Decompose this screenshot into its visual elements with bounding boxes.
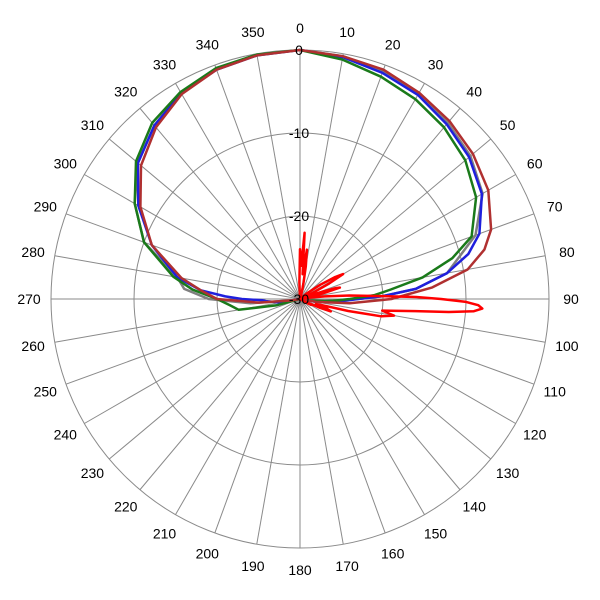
angle-label-270: 270 [17, 291, 41, 307]
angle-label-0: 0 [296, 20, 304, 36]
spoke-120 [299, 298, 516, 424]
radial-label-0: 0 [295, 42, 303, 58]
series-line-5 [298, 231, 484, 318]
angle-label-220: 220 [114, 499, 138, 515]
angle-label-350: 350 [241, 24, 265, 40]
spoke-40 [299, 107, 461, 300]
spoke-210 [175, 298, 301, 515]
spoke-320 [139, 107, 301, 300]
angle-label-110: 110 [544, 384, 567, 400]
angle-label-320: 320 [114, 83, 138, 99]
angle-label-190: 190 [241, 558, 265, 574]
spoke-240 [84, 298, 301, 424]
spoke-170 [299, 298, 344, 545]
angle-label-200: 200 [196, 546, 220, 562]
angle-label-180: 180 [288, 562, 312, 578]
spoke-300 [84, 174, 301, 300]
angle-label-90: 90 [563, 291, 579, 307]
angle-label-120: 120 [523, 427, 547, 443]
angle-label-20: 20 [385, 36, 401, 52]
angle-label-260: 260 [21, 338, 45, 354]
angle-label-210: 210 [153, 526, 177, 542]
angle-label-240: 240 [54, 427, 78, 443]
spoke-230 [108, 298, 301, 460]
spoke-340 [214, 64, 301, 300]
angle-label-50: 50 [500, 117, 516, 133]
angle-label-280: 280 [21, 244, 45, 260]
spoke-30 [299, 83, 425, 300]
angle-label-40: 40 [466, 83, 482, 99]
angle-label-290: 290 [34, 198, 58, 214]
spoke-200 [214, 298, 301, 534]
spoke-160 [299, 298, 386, 534]
spoke-110 [299, 298, 535, 385]
spoke-140 [299, 298, 461, 491]
spoke-70 [299, 213, 535, 300]
spoke-100 [299, 298, 546, 343]
angle-label-310: 310 [81, 117, 105, 133]
angle-label-330: 330 [153, 56, 177, 72]
angle-label-300: 300 [54, 156, 78, 172]
spoke-190 [256, 298, 301, 545]
spoke-130 [299, 298, 492, 460]
angle-label-160: 160 [381, 546, 405, 562]
spoke-350 [256, 53, 301, 300]
series-line-4 [139, 48, 493, 305]
spoke-250 [65, 298, 301, 385]
angle-label-230: 230 [81, 465, 105, 481]
angle-label-140: 140 [463, 499, 487, 515]
spoke-150 [299, 298, 425, 515]
angle-label-70: 70 [547, 198, 563, 214]
spoke-20 [299, 64, 386, 300]
angle-label-130: 130 [496, 465, 520, 481]
angle-label-340: 340 [196, 36, 220, 52]
angle-label-170: 170 [335, 558, 359, 574]
ring--10 [133, 132, 467, 466]
spoke-330 [175, 83, 301, 300]
angle-label-10: 10 [339, 24, 355, 40]
radial-label--10: -10 [289, 125, 309, 141]
angle-label-60: 60 [527, 156, 543, 172]
spoke-220 [139, 298, 301, 491]
angle-label-100: 100 [555, 338, 579, 354]
radial-label--20: -20 [289, 208, 309, 224]
radial-label--30: -30 [289, 291, 309, 307]
chart-series-group [133, 48, 493, 318]
angle-label-250: 250 [34, 384, 58, 400]
angle-label-150: 150 [424, 526, 448, 542]
angle-label-80: 80 [559, 244, 575, 260]
spoke-290 [65, 213, 301, 300]
angle-label-30: 30 [428, 56, 444, 72]
chart-labels: 0 10 20 30 40 50 60 70 80 90 100 110 120 130 140 150 160… [17, 20, 579, 578]
spoke-50 [299, 138, 492, 300]
